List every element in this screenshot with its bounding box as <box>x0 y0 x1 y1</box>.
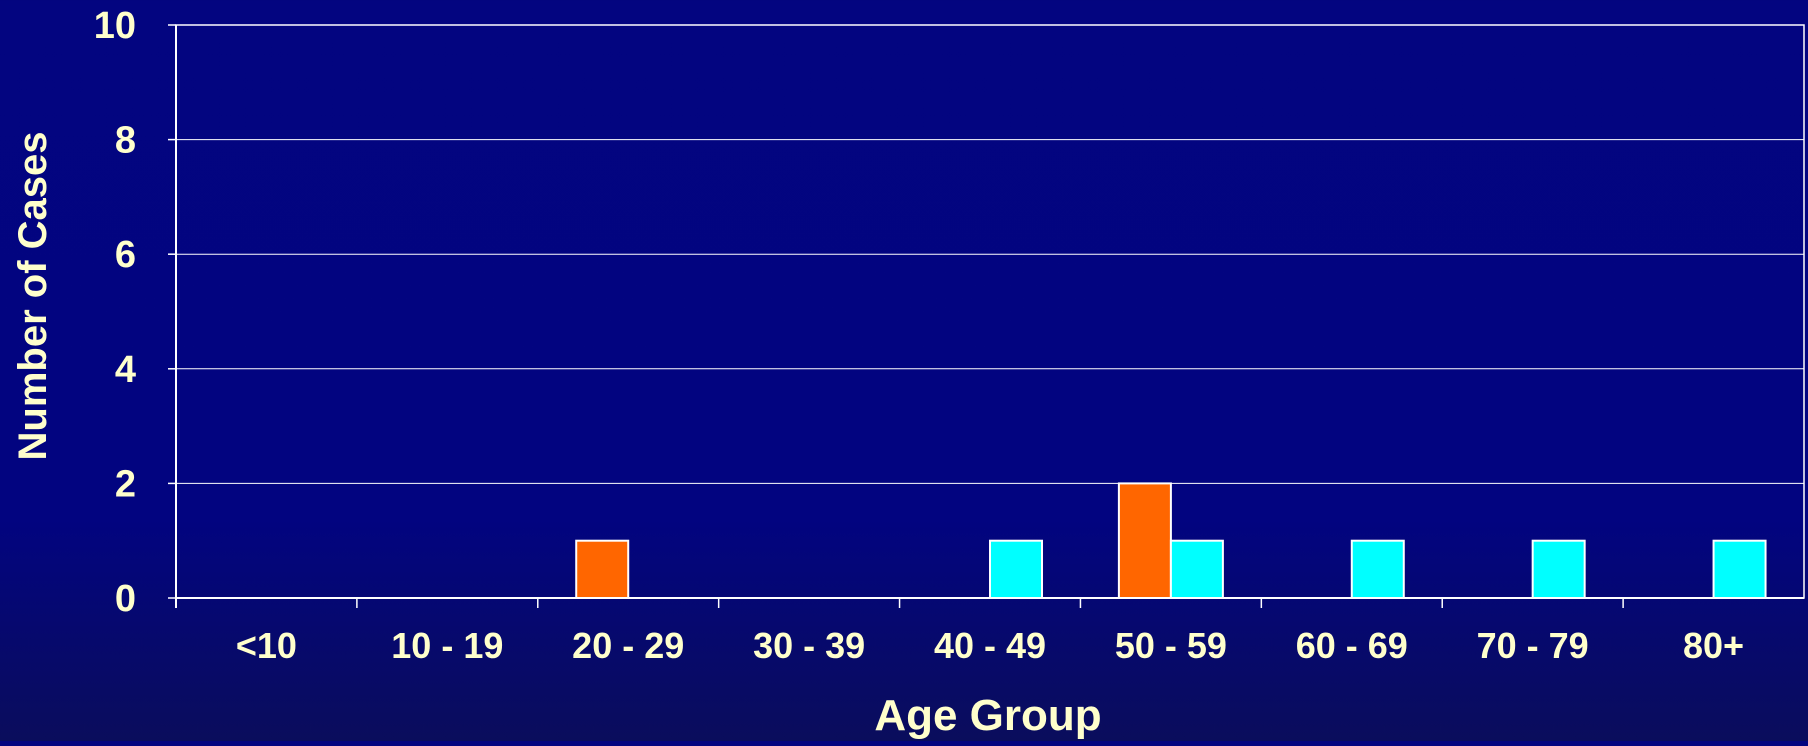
axes <box>175 25 1804 608</box>
x-tick-label: 40 - 49 <box>934 625 1046 666</box>
x-tick-label: 70 - 79 <box>1477 625 1589 666</box>
bars <box>575 482 1767 600</box>
x-axis-title: Age Group <box>874 691 1101 740</box>
y-tick-label: 8 <box>115 120 136 162</box>
tick-labels: 0 2 4 6 8 10 <10 10 - 19 20 - 29 30 - 39 40 - 49 50… <box>94 5 1744 666</box>
gridlines <box>168 24 1804 608</box>
x-tick-label: 10 - 19 <box>391 625 503 666</box>
x-tick-label: 30 - 39 <box>753 625 865 666</box>
bar <box>1712 539 1767 600</box>
bar <box>1117 482 1172 599</box>
x-tick-label: 50 - 59 <box>1115 625 1227 666</box>
bar <box>989 539 1043 600</box>
plot-area <box>175 24 1805 599</box>
y-tick-label: 4 <box>115 349 136 391</box>
y-axis-title: Number of Cases <box>11 132 55 461</box>
bar <box>1350 539 1405 600</box>
y-tick-label: 10 <box>94 5 136 47</box>
x-tick-label: <10 <box>236 625 297 666</box>
y-tick-label: 6 <box>115 234 136 276</box>
x-tick-label: 20 - 29 <box>572 625 684 666</box>
bar <box>1531 539 1586 600</box>
x-tick-label: 60 - 69 <box>1296 625 1408 666</box>
bar <box>575 539 630 600</box>
y-tick-label: 2 <box>115 463 136 505</box>
y-tick-label: 0 <box>115 578 136 620</box>
bar <box>1169 539 1224 600</box>
x-tick-label: 80+ <box>1683 625 1744 666</box>
